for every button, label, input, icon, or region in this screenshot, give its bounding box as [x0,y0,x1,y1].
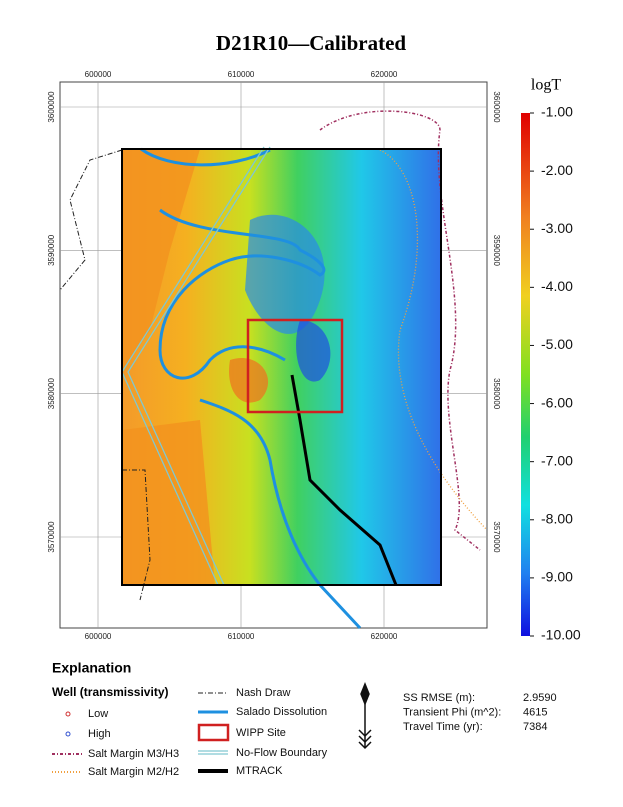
color-tick-label: -6.00 [541,394,573,410]
zone-high [122,149,200,370]
low-symbol [65,711,71,717]
y-tick-label: 3570000 [47,521,56,553]
wipp-site [246,318,344,414]
y-tick-label: 3600000 [492,91,501,123]
color-tick-label: -8.00 [541,510,573,526]
y-tick-label: 3600000 [47,91,56,123]
color-tick-label: -1.00 [541,104,573,120]
color-tick-label: -9.00 [541,569,573,585]
stat-value: 2.9590 [523,692,557,704]
legend-label: MTRACK [236,765,283,777]
nash-draw [59,149,151,601]
legend-label: No-Flow Boundary [236,747,328,759]
stat-value: 4615 [523,706,547,718]
color-tick-label: -3.00 [541,220,573,236]
x-tick-label: 620000 [371,70,398,79]
y-tick-label: 3570000 [492,521,501,553]
high-symbol [65,731,71,737]
zone-high [122,420,215,585]
wipp-symbol [197,723,230,742]
y-tick-label: 3580000 [47,378,56,410]
color-tick-label: -5.00 [541,336,573,352]
title: D21R10—Calibrated [216,31,406,55]
legend-label: Nash Draw [236,687,290,699]
north-arrow [358,681,372,750]
color-bar-title: logT [531,77,561,94]
legend-subtitle: Well (transmissivity) [52,685,168,699]
stat-label: Transient Phi (m^2): [403,706,501,718]
y-tick-label: 3590000 [47,234,56,266]
stat-label: SS RMSE (m): [403,692,475,704]
legend-title: Explanation [52,660,131,676]
legend-label: Low [88,708,108,720]
stats: SS RMSE (m): 2.9590 Transient Phi (m^2): 46… [403,692,557,733]
color-ticks: -1.00 -2.00 -3.00 -4.00 -5.00 -6.00 -7.00 -8.00… [530,104,581,643]
zone-low [296,320,331,382]
domain-border [121,148,442,586]
color-tick-label: -4.00 [541,278,573,294]
x-tick-label: 610000 [228,70,255,79]
y-tick-label: 3580000 [492,378,501,410]
legend-label: Salt Margin M3/H3 [88,748,179,760]
color-bar [521,113,530,636]
zone-low [245,214,325,334]
color-tick-label: -10.00 [541,627,581,643]
salado-dissolution [140,147,362,630]
noflow-symbol [198,750,228,755]
legend-label: Salado Dissolution [236,706,327,718]
color-tick-label: -2.00 [541,162,573,178]
legend-label: Salt Margin M2/H2 [88,766,179,778]
x-tick-label: 620000 [371,632,398,641]
x-tick-label: 600000 [85,632,112,641]
stat-label: Travel Time (yr): [403,721,483,733]
x-tick-label: 600000 [85,70,112,79]
legend-label: WIPP Site [236,727,286,739]
x-tick-label: 610000 [228,632,255,641]
stat-value: 7384 [523,721,547,733]
legend-label: High [88,728,111,740]
y-tick-label: 3590000 [492,235,501,267]
color-tick-label: -7.00 [541,452,573,468]
